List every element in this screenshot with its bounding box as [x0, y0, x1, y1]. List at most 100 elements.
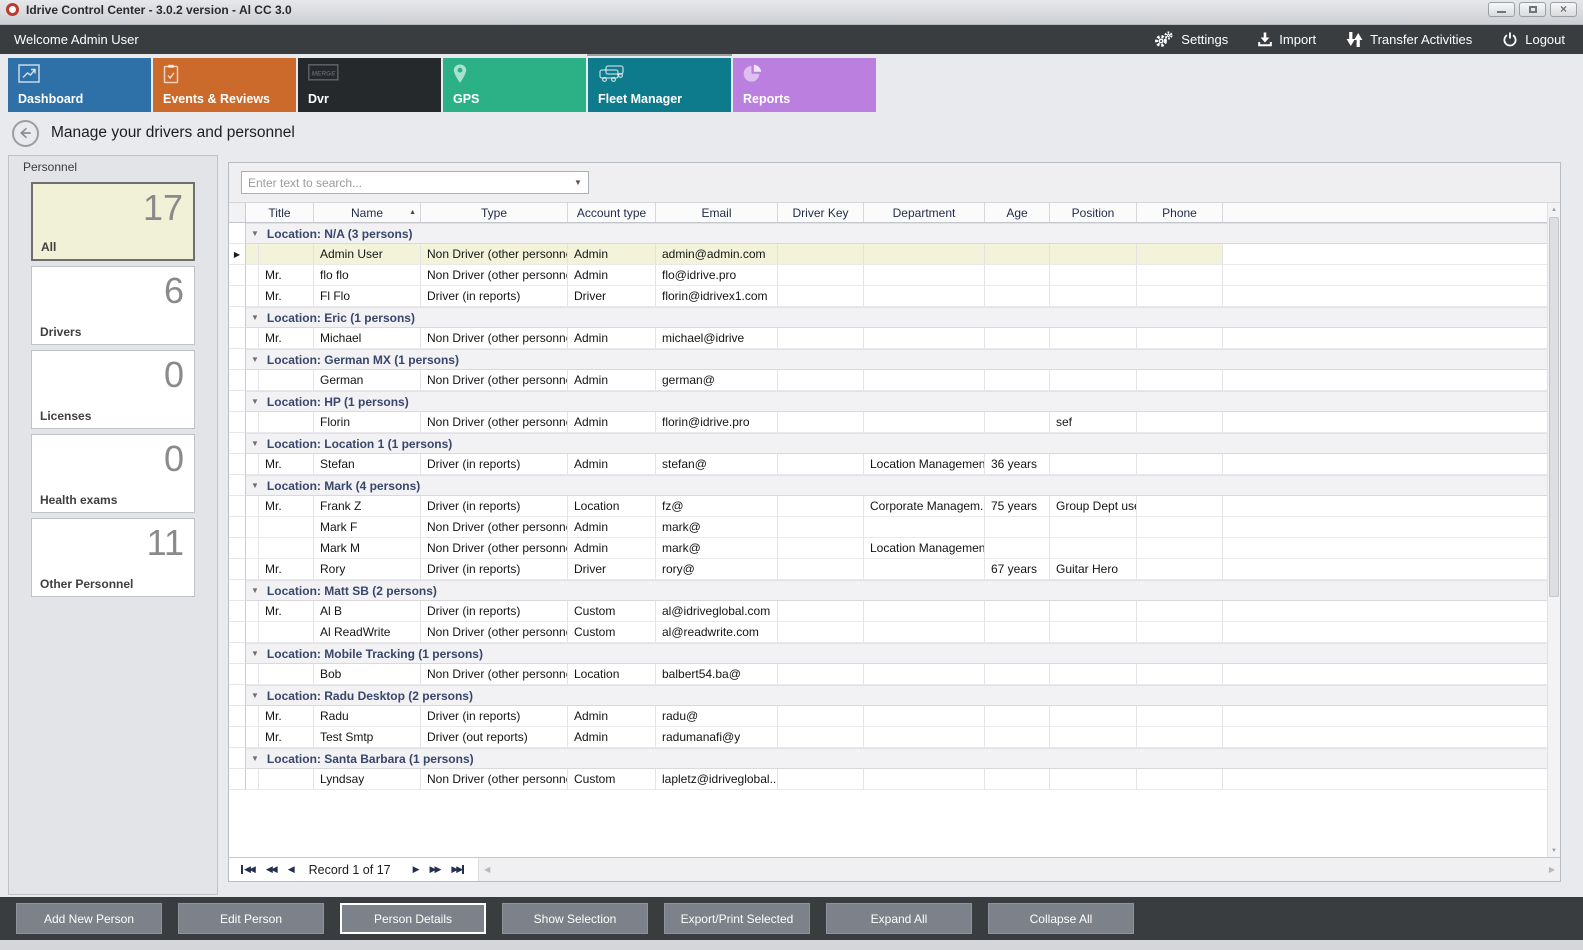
maximize-button[interactable]	[1519, 2, 1546, 17]
edit-person-button[interactable]: Edit Person	[178, 903, 324, 934]
group-row-bar[interactable]: ▼ Location: Mobile Tracking (1 persons)	[246, 643, 1547, 664]
collapse-group-icon[interactable]: ▼	[251, 355, 259, 364]
settings-button[interactable]: Settings	[1153, 31, 1228, 48]
personnel-card-drivers[interactable]: 6 Drivers	[31, 266, 195, 345]
back-button[interactable]	[12, 119, 39, 147]
column-header-label: Phone	[1162, 205, 1197, 220]
group-row-bar[interactable]: ▼ Location: N/A (3 persons)	[246, 223, 1547, 244]
scroll-up-icon[interactable]: ▲	[1551, 206, 1557, 213]
column-header-driver-key[interactable]: Driver Key	[778, 203, 864, 222]
vertical-scrollbar[interactable]: ▲ ▼	[1547, 203, 1560, 857]
collapse-group-icon[interactable]: ▼	[251, 754, 259, 763]
group-row[interactable]: ▼ Location: German MX (1 persons)	[229, 349, 1547, 370]
table-row[interactable]: Mr. Michael Non Driver (other personnel) Ad…	[229, 328, 1547, 349]
next-record-button[interactable]: ▶	[412, 864, 420, 874]
group-row[interactable]: ▼ Location: HP (1 persons)	[229, 391, 1547, 412]
personnel-card-all[interactable]: 17 All	[31, 182, 195, 261]
column-header-position[interactable]: Position	[1050, 203, 1137, 222]
nav-tile-dashboard[interactable]: Dashboard	[8, 58, 151, 112]
group-row-bar[interactable]: ▼ Location: Matt SB (2 persons)	[246, 580, 1547, 601]
table-row[interactable]: Al ReadWrite Non Driver (other personnel)…	[229, 622, 1547, 643]
minimize-button[interactable]	[1488, 2, 1515, 17]
nav-tile-reports[interactable]: Reports	[733, 58, 876, 112]
person-details-button[interactable]: Person Details	[340, 903, 486, 934]
table-row[interactable]: Florin Non Driver (other personnel) Admin f…	[229, 412, 1547, 433]
collapse-group-icon[interactable]: ▼	[251, 439, 259, 448]
personnel-card-health-exams[interactable]: 0 Health exams	[31, 434, 195, 513]
horizontal-scrollbar[interactable]: ◀ ▶	[478, 858, 1560, 881]
collapse-group-icon[interactable]: ▼	[251, 691, 259, 700]
import-button[interactable]: Import	[1258, 32, 1316, 47]
expand-all-button[interactable]: Expand All	[826, 903, 972, 934]
prev-page-button[interactable]: ◀◀	[265, 864, 278, 874]
scroll-right-icon[interactable]: ▶	[1548, 865, 1556, 874]
collapse-group-icon[interactable]: ▼	[251, 229, 259, 238]
group-row-bar[interactable]: ▼ Location: Mark (4 persons)	[246, 475, 1547, 496]
group-row-bar[interactable]: ▼ Location: Eric (1 persons)	[246, 307, 1547, 328]
first-record-button[interactable]: ◀◀	[241, 865, 256, 874]
table-row[interactable]: German Non Driver (other personnel) Admin g…	[229, 370, 1547, 391]
group-row-bar[interactable]: ▼ Location: Location 1 (1 persons)	[246, 433, 1547, 454]
table-row[interactable]: Mr. Radu Driver (in reports) Admin radu@	[229, 706, 1547, 727]
group-row-bar[interactable]: ▼ Location: German MX (1 persons)	[246, 349, 1547, 370]
add-new-person-button[interactable]: Add New Person	[16, 903, 162, 934]
column-header-department[interactable]: Department	[864, 203, 985, 222]
table-row[interactable]: Bob Non Driver (other personnel) Location b…	[229, 664, 1547, 685]
search-dropdown-button[interactable]: ▼	[574, 178, 582, 187]
table-row[interactable]: Mark M Non Driver (other personnel) Admin m…	[229, 538, 1547, 559]
logout-button[interactable]: Logout	[1502, 32, 1565, 48]
collapse-group-icon[interactable]: ▼	[251, 481, 259, 490]
nav-tile-gps[interactable]: GPS	[443, 58, 586, 112]
table-row[interactable]: Mr. Rory Driver (in reports) Driver rory@ 67 …	[229, 559, 1547, 580]
table-row[interactable]: Mr. Test Smtp Driver (out reports) Admin rad…	[229, 727, 1547, 748]
table-row[interactable]: Mr. flo flo Non Driver (other personnel) Ad…	[229, 265, 1547, 286]
table-row[interactable]: Mr. Stefan Driver (in reports) Admin stefan@…	[229, 454, 1547, 475]
column-header-account-type[interactable]: Account type	[568, 203, 656, 222]
last-record-button[interactable]: ▶▶	[451, 865, 465, 874]
column-header-phone[interactable]: Phone	[1137, 203, 1223, 222]
transfer-activities-button[interactable]: Transfer Activities	[1346, 32, 1472, 47]
table-row[interactable]: Lyndsay Non Driver (other personnel) Custo…	[229, 769, 1547, 790]
group-row[interactable]: ▼ Location: N/A (3 persons)	[229, 223, 1547, 244]
collapse-group-icon[interactable]: ▼	[251, 649, 259, 658]
group-row-bar[interactable]: ▼ Location: HP (1 persons)	[246, 391, 1547, 412]
next-page-button[interactable]: ▶▶	[429, 864, 442, 874]
column-header-title[interactable]: Title	[246, 203, 314, 222]
table-row[interactable]: Mr. Al B Driver (in reports) Custom al@idriv…	[229, 601, 1547, 622]
vertical-scrollbar-thumb[interactable]	[1549, 217, 1559, 597]
personnel-card-licenses[interactable]: 0 Licenses	[31, 350, 195, 429]
collapse-group-icon[interactable]: ▼	[251, 313, 259, 322]
nav-tile-dvr[interactable]: MERGE Dvr	[298, 58, 441, 112]
nav-tile-fleet-manager[interactable]: Fleet Manager	[587, 54, 732, 112]
table-row[interactable]: Mr. Frank Z Driver (in reports) Location fz@…	[229, 496, 1547, 517]
collapse-group-icon[interactable]: ▼	[251, 586, 259, 595]
export-print-selected-button[interactable]: Export/Print Selected	[664, 903, 810, 934]
nav-tile-events-reviews[interactable]: Events & Reviews	[153, 58, 296, 112]
column-header-type[interactable]: Type	[421, 203, 568, 222]
close-button[interactable]: ×	[1550, 2, 1577, 17]
group-row[interactable]: ▼ Location: Eric (1 persons)	[229, 307, 1547, 328]
personnel-card-other-personnel[interactable]: 11 Other Personnel	[31, 518, 195, 597]
group-row[interactable]: ▼ Location: Mobile Tracking (1 persons)	[229, 643, 1547, 664]
scroll-left-icon[interactable]: ◀	[484, 865, 491, 874]
table-row[interactable]: ▶ Admin User Non Driver (other personnel) A…	[229, 244, 1547, 265]
group-row[interactable]: ▼ Location: Radu Desktop (2 persons)	[229, 685, 1547, 706]
scroll-down-icon[interactable]: ▼	[1551, 847, 1557, 854]
group-row[interactable]: ▼ Location: Santa Barbara (1 persons)	[229, 748, 1547, 769]
search-input[interactable]	[242, 172, 568, 193]
group-row[interactable]: ▼ Location: Location 1 (1 persons)	[229, 433, 1547, 454]
group-row[interactable]: ▼ Location: Matt SB (2 persons)	[229, 580, 1547, 601]
column-header-age[interactable]: Age	[985, 203, 1050, 222]
table-row[interactable]: Mr. Fl Flo Driver (in reports) Driver florin…	[229, 286, 1547, 307]
column-header-label: Email	[701, 205, 732, 220]
show-selection-button[interactable]: Show Selection	[502, 903, 648, 934]
collapse-all-button[interactable]: Collapse All	[988, 903, 1134, 934]
prev-record-button[interactable]: ◀	[287, 864, 295, 874]
group-row[interactable]: ▼ Location: Mark (4 persons)	[229, 475, 1547, 496]
column-header-email[interactable]: Email	[656, 203, 778, 222]
table-row[interactable]: Mark F Non Driver (other personnel) Admin m…	[229, 517, 1547, 538]
column-header-name[interactable]: Name ▲	[314, 203, 421, 222]
collapse-group-icon[interactable]: ▼	[251, 397, 259, 406]
group-row-bar[interactable]: ▼ Location: Radu Desktop (2 persons)	[246, 685, 1547, 706]
group-row-bar[interactable]: ▼ Location: Santa Barbara (1 persons)	[246, 748, 1547, 769]
